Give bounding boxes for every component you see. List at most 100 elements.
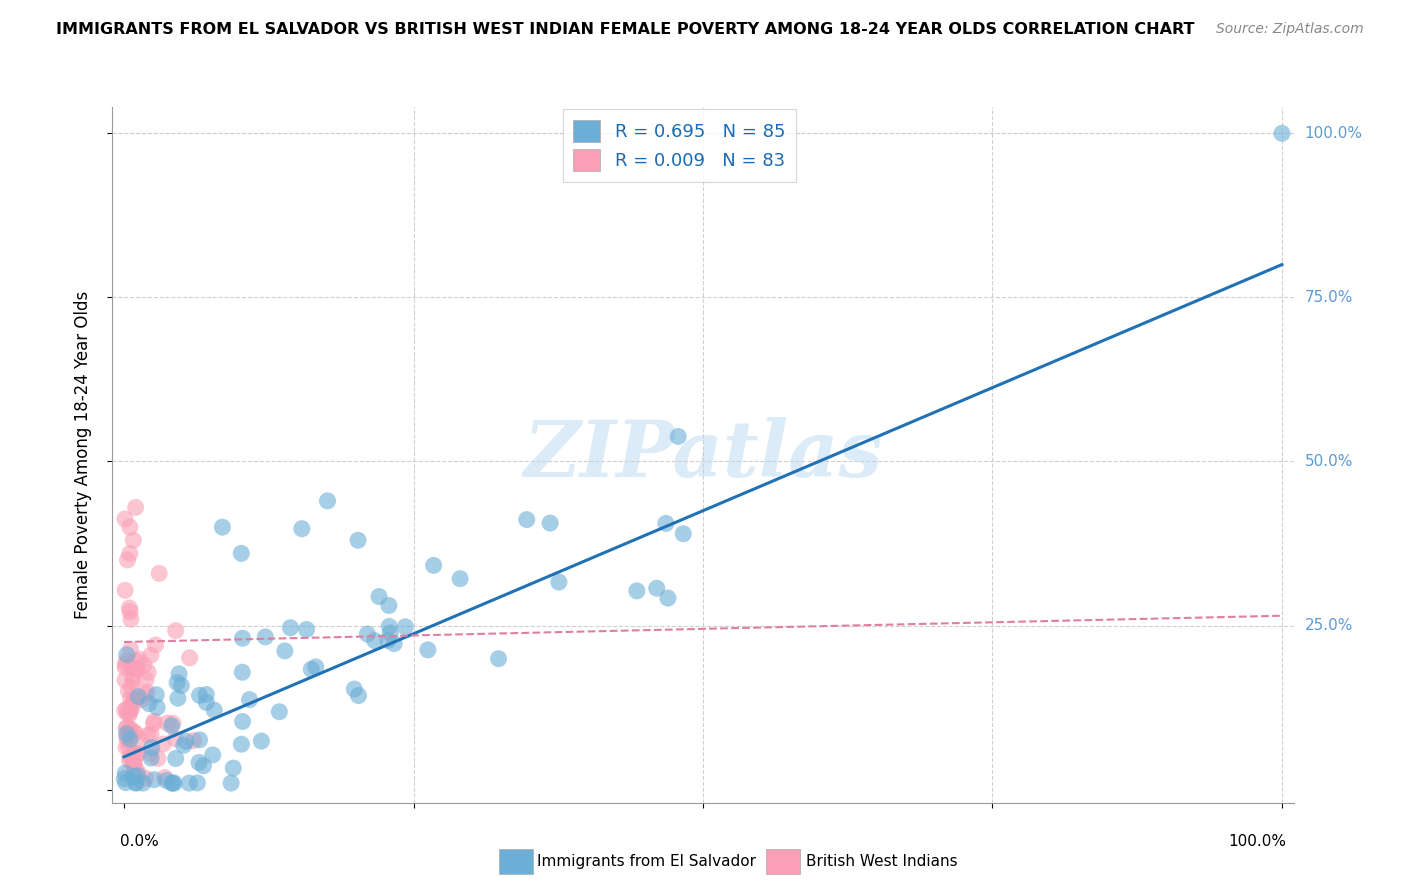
Point <box>114 673 136 687</box>
Point <box>124 661 146 675</box>
Point <box>167 666 190 681</box>
Point <box>118 601 141 615</box>
Point <box>141 740 163 755</box>
Text: 75.0%: 75.0% <box>1305 290 1353 305</box>
Point <box>127 768 149 782</box>
Point <box>132 658 155 673</box>
Point <box>114 512 136 526</box>
Point <box>356 627 378 641</box>
Point <box>125 776 148 790</box>
Point <box>124 763 146 777</box>
Point <box>139 747 162 761</box>
Legend: R = 0.695   N = 85, R = 0.009   N = 83: R = 0.695 N = 85, R = 0.009 N = 83 <box>562 109 796 182</box>
Point <box>114 660 136 674</box>
Point <box>135 685 157 699</box>
Point <box>299 662 322 676</box>
Point <box>127 690 149 704</box>
Point <box>132 776 155 790</box>
Point <box>183 733 205 747</box>
Point <box>193 759 215 773</box>
Text: 100.0%: 100.0% <box>1229 834 1286 849</box>
Point <box>114 775 136 789</box>
Point <box>122 694 145 708</box>
Point <box>118 754 141 768</box>
Point <box>118 546 141 560</box>
Point <box>188 756 211 770</box>
Point <box>377 633 399 648</box>
Point <box>128 652 150 666</box>
Point <box>167 691 190 706</box>
Point <box>118 707 141 722</box>
Point <box>118 725 141 739</box>
Point <box>295 623 318 637</box>
Point <box>146 700 169 714</box>
Point <box>114 766 136 780</box>
Point <box>121 701 143 715</box>
Point <box>127 747 149 761</box>
Point <box>162 716 184 731</box>
Point <box>160 719 183 733</box>
Point <box>538 516 561 530</box>
Y-axis label: Female Poverty Among 18-24 Year Olds: Female Poverty Among 18-24 Year Olds <box>73 291 91 619</box>
Point <box>202 703 225 717</box>
Point <box>121 674 143 689</box>
Point <box>231 546 253 560</box>
Point <box>138 697 160 711</box>
Point <box>145 638 167 652</box>
Point <box>121 769 143 783</box>
Point <box>232 714 254 729</box>
Point <box>128 732 150 747</box>
Point <box>131 692 153 706</box>
Point <box>422 558 444 573</box>
Point <box>231 665 253 680</box>
Point <box>170 679 193 693</box>
Point <box>254 630 277 644</box>
Point <box>136 728 159 742</box>
Point <box>231 632 253 646</box>
Point <box>127 764 149 779</box>
Point <box>120 659 142 673</box>
Point <box>516 513 538 527</box>
Point <box>115 654 138 668</box>
Point <box>188 732 211 747</box>
Point <box>186 776 208 790</box>
Point <box>121 681 143 695</box>
Point <box>155 773 177 788</box>
Point <box>291 522 314 536</box>
Point <box>124 726 146 740</box>
Point <box>188 689 211 703</box>
Point <box>162 776 184 790</box>
Point <box>316 494 339 508</box>
Point <box>118 739 141 754</box>
Point <box>274 644 297 658</box>
Point <box>239 692 262 706</box>
Text: Source: ZipAtlas.com: Source: ZipAtlas.com <box>1216 22 1364 37</box>
Point <box>672 526 695 541</box>
Point <box>120 691 142 706</box>
Text: IMMIGRANTS FROM EL SALVADOR VS BRITISH WEST INDIAN FEMALE POVERTY AMONG 18-24 YE: IMMIGRANTS FROM EL SALVADOR VS BRITISH W… <box>56 22 1195 37</box>
Point <box>114 657 136 672</box>
Point <box>122 669 145 683</box>
Point <box>120 605 142 619</box>
Point <box>124 756 146 771</box>
Point <box>135 673 157 687</box>
Point <box>173 739 195 753</box>
Point <box>115 720 138 734</box>
Point <box>179 650 201 665</box>
Point <box>156 716 179 731</box>
Point <box>117 683 139 698</box>
Point <box>122 747 145 761</box>
Point <box>118 723 141 737</box>
Point <box>120 732 142 747</box>
Text: 100.0%: 100.0% <box>1305 126 1362 141</box>
Point <box>125 776 148 790</box>
Point <box>122 533 145 548</box>
Point <box>122 724 145 739</box>
Point <box>165 624 187 638</box>
Point <box>449 572 471 586</box>
Point <box>1271 126 1294 140</box>
Point <box>211 520 233 534</box>
Point <box>112 772 135 786</box>
Point <box>134 688 156 702</box>
Point <box>118 749 141 764</box>
